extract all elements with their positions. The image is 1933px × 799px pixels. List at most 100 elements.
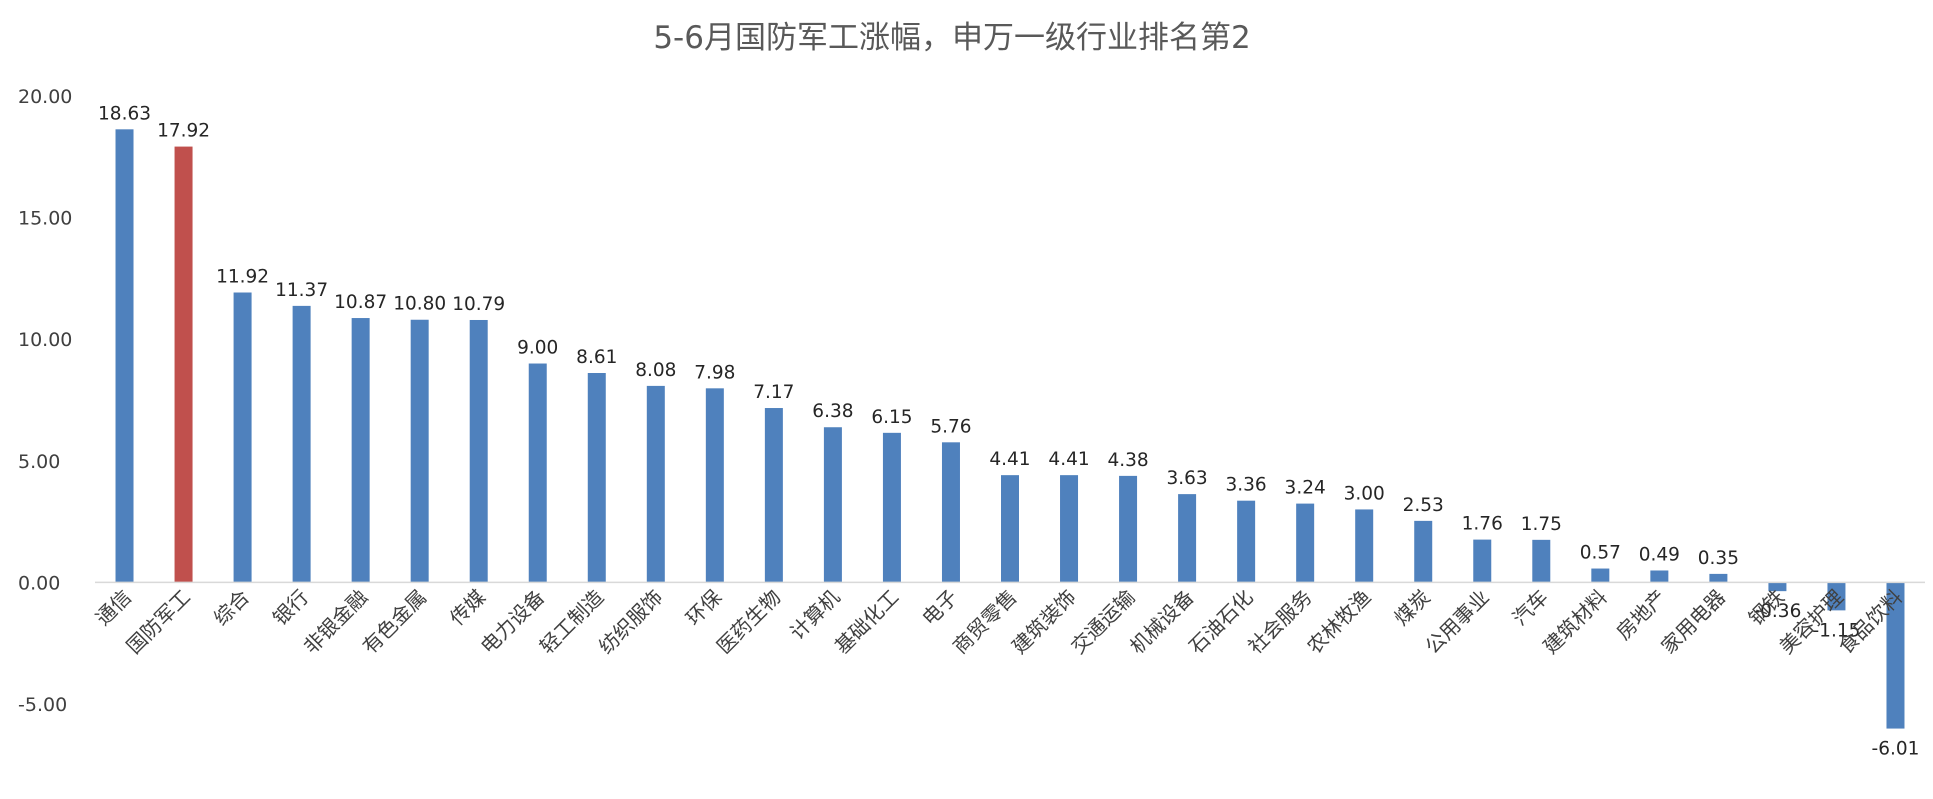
data-label: 7.17: [753, 382, 794, 403]
data-label: 6.15: [871, 407, 912, 428]
bar: [587, 373, 606, 583]
x-tick-label: 商贸零售: [948, 585, 1022, 659]
data-label: 11.37: [275, 280, 328, 301]
bar: [1119, 475, 1138, 583]
x-tick-label: 建筑装饰: [1007, 585, 1081, 659]
data-label: 10.80: [393, 294, 446, 315]
bar: [1473, 539, 1492, 583]
bars: [115, 129, 1905, 729]
data-label: 0.49: [1639, 544, 1680, 565]
data-label: 9.00: [517, 338, 558, 359]
bar: [410, 319, 429, 583]
bar: [941, 442, 960, 583]
data-label: 3.63: [1166, 468, 1207, 489]
bar: [1001, 475, 1019, 583]
bar: [1886, 582, 1905, 729]
data-label: 1.76: [1462, 514, 1503, 535]
x-tick-label: 家用电器: [1656, 585, 1730, 659]
data-label: 4.41: [1048, 449, 1089, 470]
bar: [528, 363, 547, 583]
x-tick-label: 交通运输: [1066, 585, 1140, 659]
data-label: 4.38: [1107, 450, 1148, 471]
bar: [174, 146, 193, 583]
bar: [351, 318, 370, 583]
bar: [1650, 570, 1669, 583]
x-tick-label: 国防军工: [122, 585, 196, 659]
x-tick-label: 通信: [91, 585, 136, 630]
x-tick-label: 环保: [681, 585, 726, 630]
bar: [1709, 573, 1728, 583]
y-tick-label: 15.00: [18, 208, 72, 230]
data-label: 3.24: [1285, 478, 1326, 499]
data-label: 3.36: [1226, 475, 1267, 496]
bar: [1296, 503, 1315, 583]
data-label: 8.08: [635, 360, 676, 381]
x-tick-label: 轻工制造: [535, 585, 609, 659]
x-tick-label: 综合: [209, 585, 254, 630]
x-tick-label: 钢铁: [1744, 585, 1789, 630]
x-tick-label: 电力设备: [476, 585, 550, 659]
data-label: -0.36: [1753, 601, 1801, 622]
x-tick-label: 汽车: [1508, 585, 1553, 630]
y-axis-ticks: 20.00 15.00 10.00 5.00 0.00 -5.00: [18, 86, 72, 716]
data-label: 0.57: [1580, 543, 1621, 564]
bar: [1414, 520, 1433, 583]
bar: [115, 129, 134, 583]
data-label: 18.63: [98, 103, 151, 124]
bar: [292, 305, 311, 583]
data-label: 10.87: [334, 292, 387, 313]
x-tick-label: 建筑材料: [1538, 585, 1612, 659]
data-label: 5.76: [930, 416, 971, 437]
bar: [1237, 500, 1256, 583]
bar: [1532, 539, 1551, 583]
bar: [233, 292, 252, 583]
x-tick-label: 非银金融: [299, 585, 373, 659]
data-label: -1.15: [1813, 620, 1861, 641]
chart-title: 5-6月国防军工涨幅，申万一级行业排名第2: [653, 20, 1250, 56]
data-label: 0.35: [1698, 548, 1739, 569]
bar: [705, 388, 724, 583]
y-tick-label: 10.00: [18, 329, 72, 351]
data-label: 11.92: [216, 267, 269, 288]
bar: [469, 319, 488, 583]
y-tick-label: 5.00: [18, 451, 60, 473]
bar: [882, 432, 901, 583]
data-label: 1.75: [1521, 514, 1562, 535]
data-label: 17.92: [157, 121, 210, 142]
bar: [823, 427, 842, 583]
x-tick-label: 传媒: [445, 585, 490, 630]
bar: [1060, 475, 1079, 583]
data-label: 8.61: [576, 347, 617, 368]
data-label: 7.98: [694, 362, 735, 383]
data-label: 3.00: [1344, 483, 1385, 504]
y-tick-label: -5.00: [18, 694, 67, 716]
data-label: 4.41: [989, 449, 1030, 470]
bar: [1768, 582, 1787, 592]
bar: [1827, 582, 1846, 611]
bar: [646, 385, 665, 583]
x-tick-label: 公用事业: [1420, 585, 1494, 659]
x-tick-label: 石油石化: [1184, 585, 1258, 659]
data-labels: 18.63 17.92 11.92 11.37 10.87 10.80 10.79 9.00 8…: [98, 103, 1919, 759]
x-tick-label: 农林牧渔: [1302, 585, 1376, 659]
x-tick-label: 纺织服饰: [594, 585, 668, 659]
bar: [764, 408, 783, 583]
x-tick-label: 有色金属: [358, 585, 432, 659]
bar: [1355, 509, 1374, 583]
data-label: 2.53: [1403, 495, 1444, 516]
x-tick-label: 电子: [917, 585, 962, 630]
y-tick-label: 0.00: [18, 572, 60, 594]
x-tick-label: 社会服务: [1243, 585, 1317, 659]
data-label: 6.38: [812, 401, 853, 422]
x-tick-label: 机械设备: [1125, 585, 1199, 659]
bar: [1591, 568, 1610, 583]
bar: [1178, 494, 1197, 583]
x-tick-label: 基础化工: [830, 585, 904, 659]
x-tick-label: 医药生物: [712, 585, 786, 659]
y-tick-label: 20.00: [18, 86, 72, 108]
data-label: -6.01: [1872, 739, 1920, 760]
x-tick-label: 煤炭: [1390, 585, 1435, 630]
x-tick-label: 银行: [268, 585, 313, 630]
